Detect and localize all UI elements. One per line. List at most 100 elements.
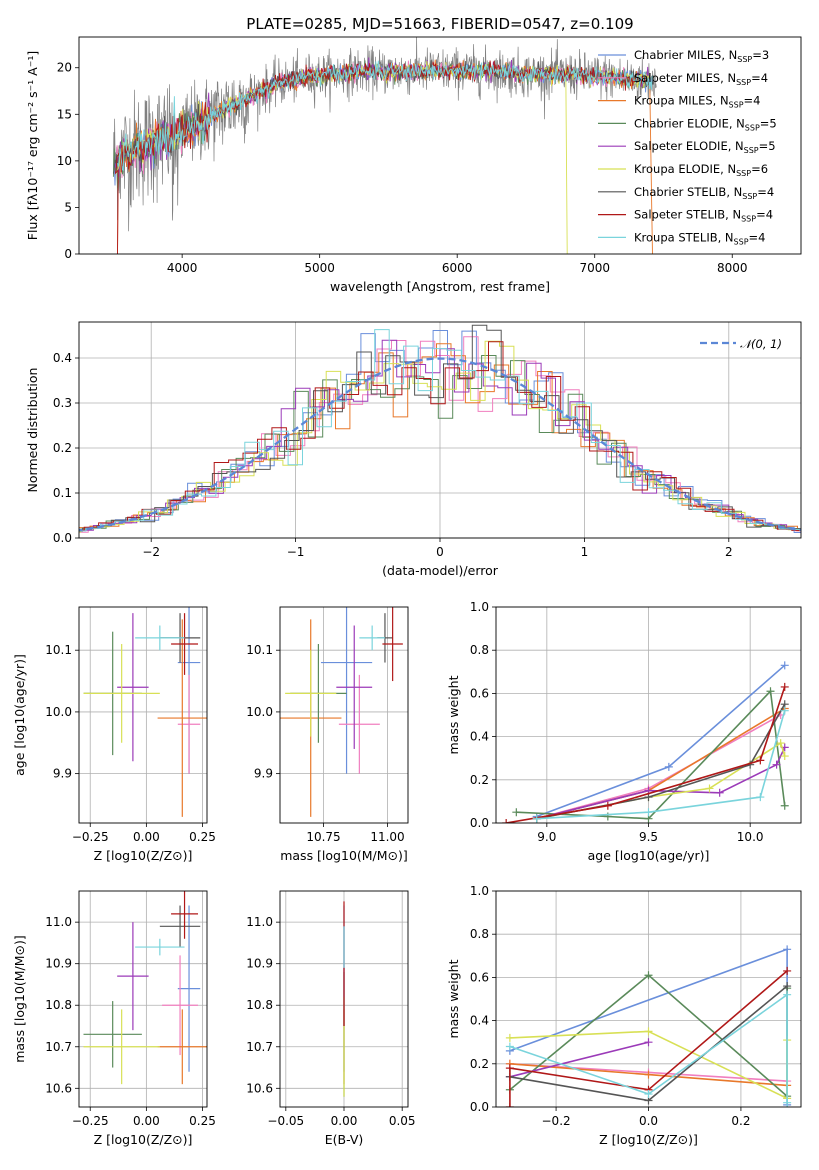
x-tick-label: 1	[581, 545, 589, 559]
x-tick-label: 2	[725, 545, 733, 559]
weight-line	[536, 710, 786, 820]
histogram-step-line	[79, 355, 801, 531]
error-bar-point	[177, 674, 201, 774]
error-bar-point	[83, 644, 160, 743]
x-tick-label: 0.00	[331, 1114, 358, 1128]
y-tick-label: 10.0	[246, 705, 273, 719]
y-tick-label: 9.9	[254, 767, 273, 781]
y-tick-label: 10.8	[45, 998, 72, 1012]
y-axis-label: Flux [fλ10⁻¹⁷ erg cm⁻² s⁻¹ A⁻¹]	[25, 51, 40, 240]
plot-area	[502, 661, 789, 823]
plot-area	[79, 324, 801, 534]
x-axis-label: Z [log10(Z/Z⊙)]	[599, 1132, 698, 1147]
spectrum-legend: Chabrier MILES, NSSP=3 Salpeter MILES, NS…	[598, 48, 777, 246]
weight-marker	[644, 971, 653, 980]
y-tick-label: 0.2	[53, 441, 72, 455]
weight-line	[506, 686, 786, 823]
x-tick-label: 0	[436, 545, 444, 559]
weight-marker	[756, 756, 765, 765]
y-tick-label: 10.8	[246, 998, 273, 1012]
weight-marker	[780, 801, 789, 810]
x-tick-label: 9.5	[639, 830, 658, 844]
y-tick-label: 10.0	[45, 705, 72, 719]
x-tick-label: 0.00	[133, 830, 160, 844]
y-tick-label: 1.0	[470, 884, 489, 898]
legend-entry: Kroupa ELODIE, NSSP=6	[634, 162, 768, 178]
y-tick-label: 10.6	[45, 1081, 72, 1095]
y-tick-label: 0.0	[470, 816, 489, 830]
y-axis-label: age [log10(age/yr)]	[12, 654, 27, 776]
spectrum-model-line	[117, 60, 653, 172]
weight-marker	[715, 788, 724, 797]
x-tick-label: 10.75	[306, 830, 340, 844]
axes-frame	[279, 890, 409, 1108]
error-bar-point	[159, 905, 201, 948]
mass-vs-extinction-panel: −0.05 0.00 0.05 10.6 10.7 10.8 10.9 11.0 E(B-V)	[246, 890, 416, 1147]
error-bar-point	[117, 922, 149, 1031]
weight-marker	[772, 760, 781, 769]
weight-marker	[603, 801, 612, 810]
weight-marker	[780, 752, 789, 761]
weight-marker	[505, 1064, 514, 1073]
weight-marker	[783, 982, 792, 991]
weight-marker	[532, 814, 541, 823]
error-bar-point	[338, 674, 380, 774]
x-tick-label: 6000	[442, 261, 473, 275]
error-bar-point	[157, 1009, 207, 1085]
histogram-step-line	[79, 341, 801, 531]
x-tick-label: 0.05	[389, 1114, 416, 1128]
y-tick-label: 0.3	[53, 396, 72, 410]
plot-area	[83, 891, 207, 1085]
weight-marker	[505, 1033, 514, 1042]
x-tick-label: −1	[287, 545, 305, 559]
weight-marker	[776, 739, 785, 748]
histogram-step-line	[79, 324, 801, 532]
y-axis-label: mass weight	[446, 959, 461, 1038]
y-tick-label: 15	[57, 107, 72, 121]
y-tick-label: 9.9	[53, 767, 72, 781]
error-bar-point	[117, 613, 149, 762]
y-tick-label: 10.7	[45, 1040, 72, 1054]
x-axis-label: wavelength [Angstrom, rest frame]	[330, 279, 550, 294]
error-bar-point	[162, 955, 199, 1056]
spectrum-model-line	[114, 60, 649, 254]
legend-entry: Salpeter MILES, NSSP=4	[634, 71, 768, 87]
x-axis-label: Z [log10(Z/Z⊙)]	[94, 1132, 193, 1147]
y-tick-label: 10.7	[246, 1040, 273, 1054]
weight-line	[509, 970, 788, 1107]
x-tick-label: −0.05	[267, 1114, 304, 1128]
y-tick-label: 0.8	[470, 927, 489, 941]
legend-entry: Chabrier STELIB, NSSP=4	[634, 185, 774, 201]
weight-marker	[505, 1042, 514, 1051]
x-tick-label: 7000	[579, 261, 610, 275]
weight-marker	[705, 784, 714, 793]
y-tick-label: 0.6	[470, 970, 489, 984]
weight-marker	[644, 1038, 653, 1047]
histogram-step-line	[79, 330, 801, 533]
y-tick-label: 0.4	[470, 1014, 489, 1028]
y-axis-label: mass [log10(M/M⊙)]	[12, 935, 27, 1063]
x-tick-label: 0.2	[731, 1114, 750, 1128]
axes-frame	[495, 890, 802, 1108]
weight-marker	[644, 808, 653, 817]
plot-area	[280, 607, 403, 817]
axes-frame	[78, 36, 802, 255]
weight-line	[536, 703, 786, 820]
error-bar-point	[157, 619, 207, 817]
residual-histogram-panel: −2 −1 0 1 2 0.0 0.1 0.2 0.3 0.4 (data-model)/error…	[25, 321, 802, 578]
y-tick-label: 1.0	[470, 600, 489, 614]
y-axis-label: Normed distribution	[25, 368, 40, 493]
y-tick-label: 11.0	[246, 915, 273, 929]
y-tick-label: 11.0	[45, 915, 72, 929]
spectrum-model-line	[112, 60, 651, 174]
x-tick-label: 10.0	[737, 830, 764, 844]
error-bar-point	[83, 1001, 142, 1068]
weight-marker	[664, 762, 673, 771]
error-bar-point	[320, 607, 373, 774]
x-tick-label: 8000	[717, 261, 748, 275]
y-tick-label: 5	[64, 200, 72, 214]
y-tick-label: 0.0	[53, 531, 72, 545]
weight-marker	[780, 706, 789, 715]
error-bar-point	[135, 938, 185, 956]
weight-marker	[756, 793, 765, 802]
